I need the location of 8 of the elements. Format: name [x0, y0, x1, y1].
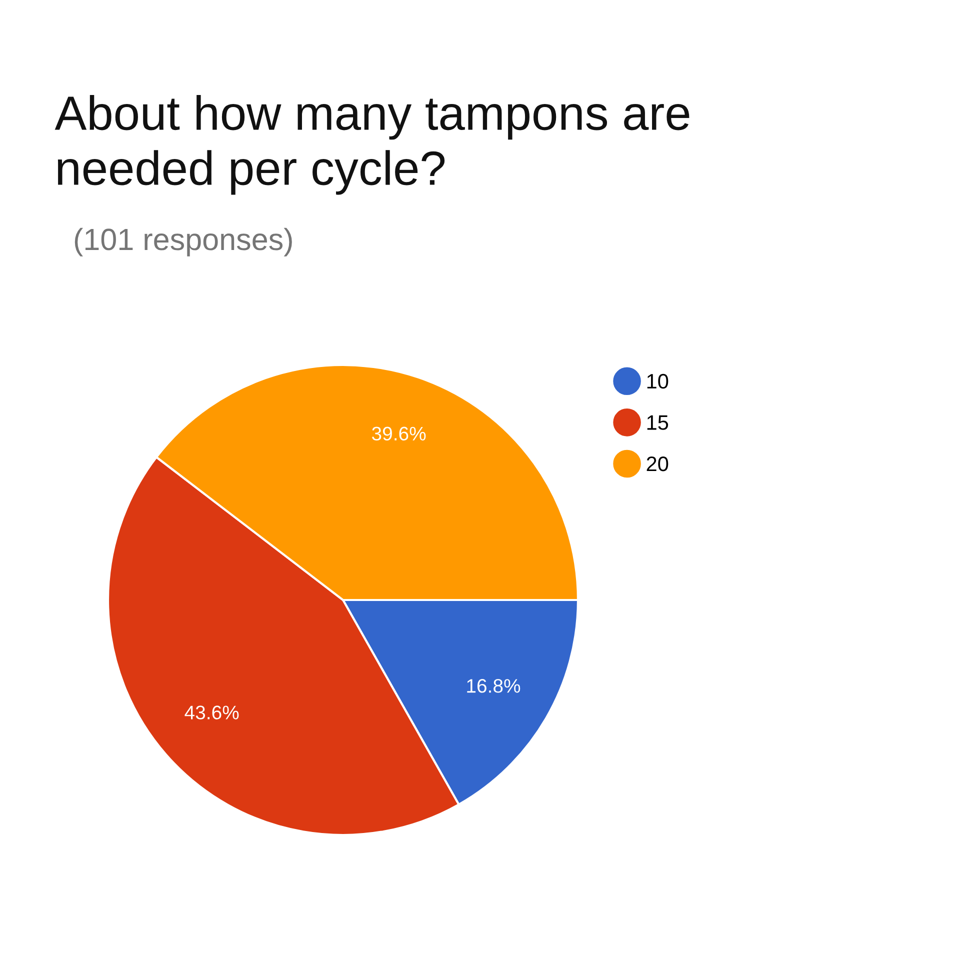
- legend-label: 20: [646, 456, 668, 472]
- data-label: 43.6%: [184, 706, 239, 720]
- chart-title: About how many tampons are needed per cycle?: [54, 95, 690, 195]
- data-label: 39.6%: [372, 426, 426, 441]
- data-label: 16.8%: [467, 679, 520, 693]
- legend-label: 15: [647, 415, 668, 430]
- chart-subtitle: (101 responses): [74, 228, 292, 256]
- legend-label: 10: [647, 374, 668, 389]
